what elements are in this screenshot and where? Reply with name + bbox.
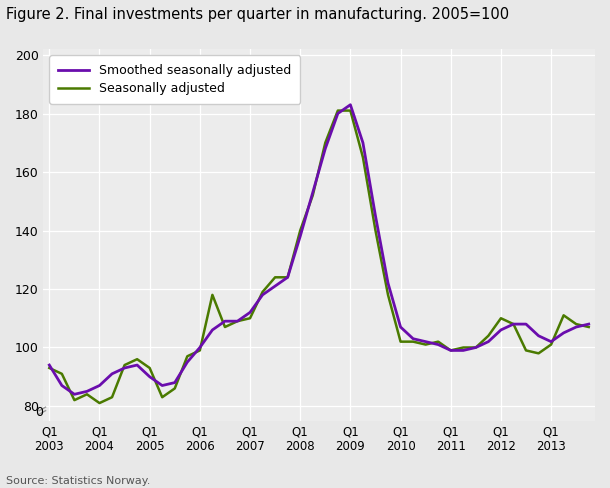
- Smoothed seasonally adjusted: [146, 374, 153, 380]
- Smoothed seasonally adjusted: [109, 371, 116, 377]
- Smoothed seasonally adjusted: [46, 362, 53, 368]
- Seasonally adjusted: [134, 356, 141, 362]
- Smoothed seasonally adjusted: [422, 339, 429, 345]
- Smoothed seasonally adjusted: [209, 327, 216, 333]
- Seasonally adjusted: [71, 397, 78, 403]
- Smoothed seasonally adjusted: [510, 321, 517, 327]
- Text: Figure 2. Final investments per quarter in manufacturing. 2005=100: Figure 2. Final investments per quarter …: [6, 7, 509, 22]
- Smoothed seasonally adjusted: [334, 111, 342, 117]
- Seasonally adjusted: [196, 347, 204, 353]
- Line: Smoothed seasonally adjusted: Smoothed seasonally adjusted: [49, 105, 589, 394]
- Seasonally adjusted: [184, 353, 191, 359]
- Smoothed seasonally adjusted: [522, 321, 529, 327]
- Seasonally adjusted: [384, 292, 392, 298]
- Smoothed seasonally adjusted: [409, 336, 417, 342]
- Smoothed seasonally adjusted: [96, 383, 103, 388]
- Smoothed seasonally adjusted: [84, 388, 91, 394]
- Seasonally adjusted: [434, 339, 442, 345]
- Seasonally adjusted: [560, 312, 567, 318]
- Smoothed seasonally adjusted: [359, 140, 367, 146]
- Seasonally adjusted: [497, 315, 504, 321]
- Seasonally adjusted: [159, 394, 166, 400]
- Text: Source: Statistics Norway.: Source: Statistics Norway.: [6, 476, 151, 486]
- Smoothed seasonally adjusted: [447, 347, 454, 353]
- Legend: Smoothed seasonally adjusted, Seasonally adjusted: Smoothed seasonally adjusted, Seasonally…: [49, 56, 300, 104]
- Seasonally adjusted: [547, 342, 554, 347]
- Seasonally adjusted: [46, 365, 53, 371]
- Smoothed seasonally adjusted: [497, 327, 504, 333]
- Seasonally adjusted: [409, 339, 417, 345]
- Seasonally adjusted: [372, 227, 379, 233]
- Line: Seasonally adjusted: Seasonally adjusted: [49, 111, 589, 403]
- Smoothed seasonally adjusted: [434, 342, 442, 347]
- Seasonally adjusted: [58, 371, 65, 377]
- Smoothed seasonally adjusted: [134, 362, 141, 368]
- Seasonally adjusted: [96, 400, 103, 406]
- Smoothed seasonally adjusted: [171, 380, 178, 386]
- Seasonally adjusted: [209, 292, 216, 298]
- Smoothed seasonally adjusted: [346, 102, 354, 108]
- Seasonally adjusted: [359, 155, 367, 161]
- Smoothed seasonally adjusted: [246, 309, 254, 315]
- Smoothed seasonally adjusted: [573, 324, 580, 330]
- Seasonally adjusted: [472, 345, 479, 350]
- Seasonally adjusted: [321, 140, 329, 146]
- Smoothed seasonally adjusted: [585, 321, 592, 327]
- Seasonally adjusted: [510, 321, 517, 327]
- Seasonally adjusted: [585, 324, 592, 330]
- Seasonally adjusted: [259, 289, 266, 295]
- Seasonally adjusted: [535, 350, 542, 356]
- Seasonally adjusted: [522, 347, 529, 353]
- Seasonally adjusted: [84, 391, 91, 397]
- Seasonally adjusted: [397, 339, 404, 345]
- Smoothed seasonally adjusted: [159, 383, 166, 388]
- Smoothed seasonally adjusted: [321, 146, 329, 152]
- Smoothed seasonally adjusted: [196, 345, 204, 350]
- Seasonally adjusted: [109, 394, 116, 400]
- Smoothed seasonally adjusted: [58, 383, 65, 388]
- Seasonally adjusted: [146, 365, 153, 371]
- Smoothed seasonally adjusted: [271, 283, 279, 289]
- Smoothed seasonally adjusted: [184, 359, 191, 365]
- Seasonally adjusted: [121, 362, 128, 368]
- Smoothed seasonally adjusted: [309, 189, 317, 195]
- Seasonally adjusted: [459, 345, 467, 350]
- Seasonally adjusted: [221, 324, 229, 330]
- Text: 0: 0: [35, 406, 43, 419]
- Seasonally adjusted: [171, 386, 178, 391]
- Smoothed seasonally adjusted: [372, 213, 379, 219]
- Seasonally adjusted: [309, 192, 317, 198]
- Seasonally adjusted: [346, 108, 354, 114]
- Smoothed seasonally adjusted: [397, 324, 404, 330]
- Seasonally adjusted: [296, 227, 304, 233]
- Seasonally adjusted: [234, 318, 241, 324]
- Seasonally adjusted: [573, 321, 580, 327]
- Smoothed seasonally adjusted: [535, 333, 542, 339]
- Seasonally adjusted: [334, 108, 342, 114]
- Smoothed seasonally adjusted: [472, 345, 479, 350]
- Seasonally adjusted: [246, 315, 254, 321]
- Seasonally adjusted: [422, 342, 429, 347]
- Smoothed seasonally adjusted: [71, 391, 78, 397]
- Smoothed seasonally adjusted: [485, 339, 492, 345]
- Seasonally adjusted: [271, 274, 279, 280]
- Smoothed seasonally adjusted: [459, 347, 467, 353]
- Seasonally adjusted: [485, 333, 492, 339]
- Smoothed seasonally adjusted: [234, 318, 241, 324]
- Seasonally adjusted: [284, 274, 292, 280]
- Smoothed seasonally adjusted: [121, 365, 128, 371]
- Smoothed seasonally adjusted: [384, 280, 392, 286]
- Smoothed seasonally adjusted: [296, 233, 304, 239]
- Smoothed seasonally adjusted: [259, 292, 266, 298]
- Smoothed seasonally adjusted: [547, 339, 554, 345]
- Smoothed seasonally adjusted: [284, 274, 292, 280]
- Smoothed seasonally adjusted: [560, 330, 567, 336]
- Smoothed seasonally adjusted: [221, 318, 229, 324]
- Seasonally adjusted: [447, 347, 454, 353]
